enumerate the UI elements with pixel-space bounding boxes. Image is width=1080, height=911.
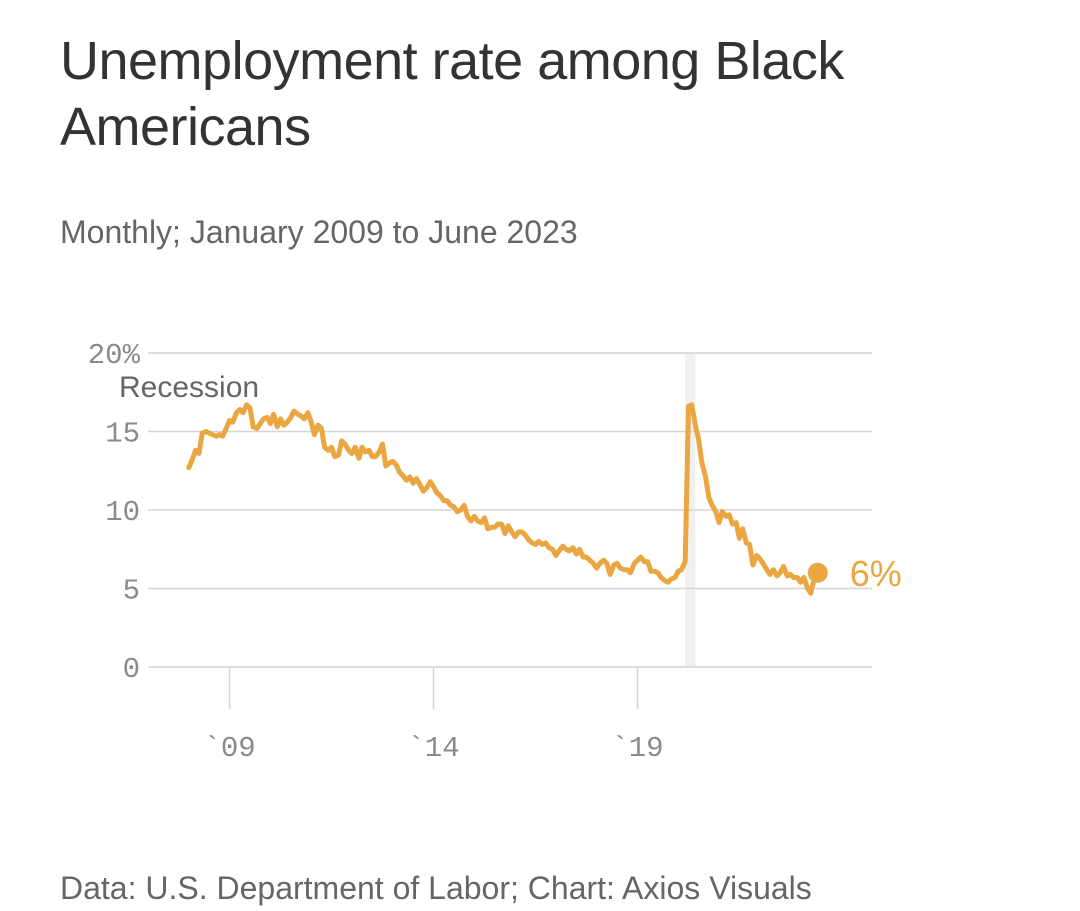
y-tick-label: 0 — [123, 653, 140, 686]
y-tick-label: 5 — [123, 575, 140, 608]
series-line — [186, 402, 821, 596]
chart-subtitle: Monthly; January 2009 to June 2023 — [60, 214, 578, 250]
x-tick-label: `19 — [611, 732, 663, 765]
end-value-label: 6% — [850, 553, 902, 594]
y-tick-label: 10 — [105, 496, 140, 529]
y-tick-label: 15 — [105, 418, 140, 451]
end-point-marker — [807, 562, 828, 583]
recession-label: Recession — [119, 371, 259, 404]
y-tick-label: 20% — [88, 339, 141, 372]
x-tick-label: `14 — [407, 732, 459, 765]
chart-source: Data: U.S. Department of Labor; Chart: A… — [60, 870, 812, 906]
chart-title: Unemployment rate among Black Americans — [60, 31, 844, 157]
x-tick-label: `09 — [203, 732, 255, 765]
